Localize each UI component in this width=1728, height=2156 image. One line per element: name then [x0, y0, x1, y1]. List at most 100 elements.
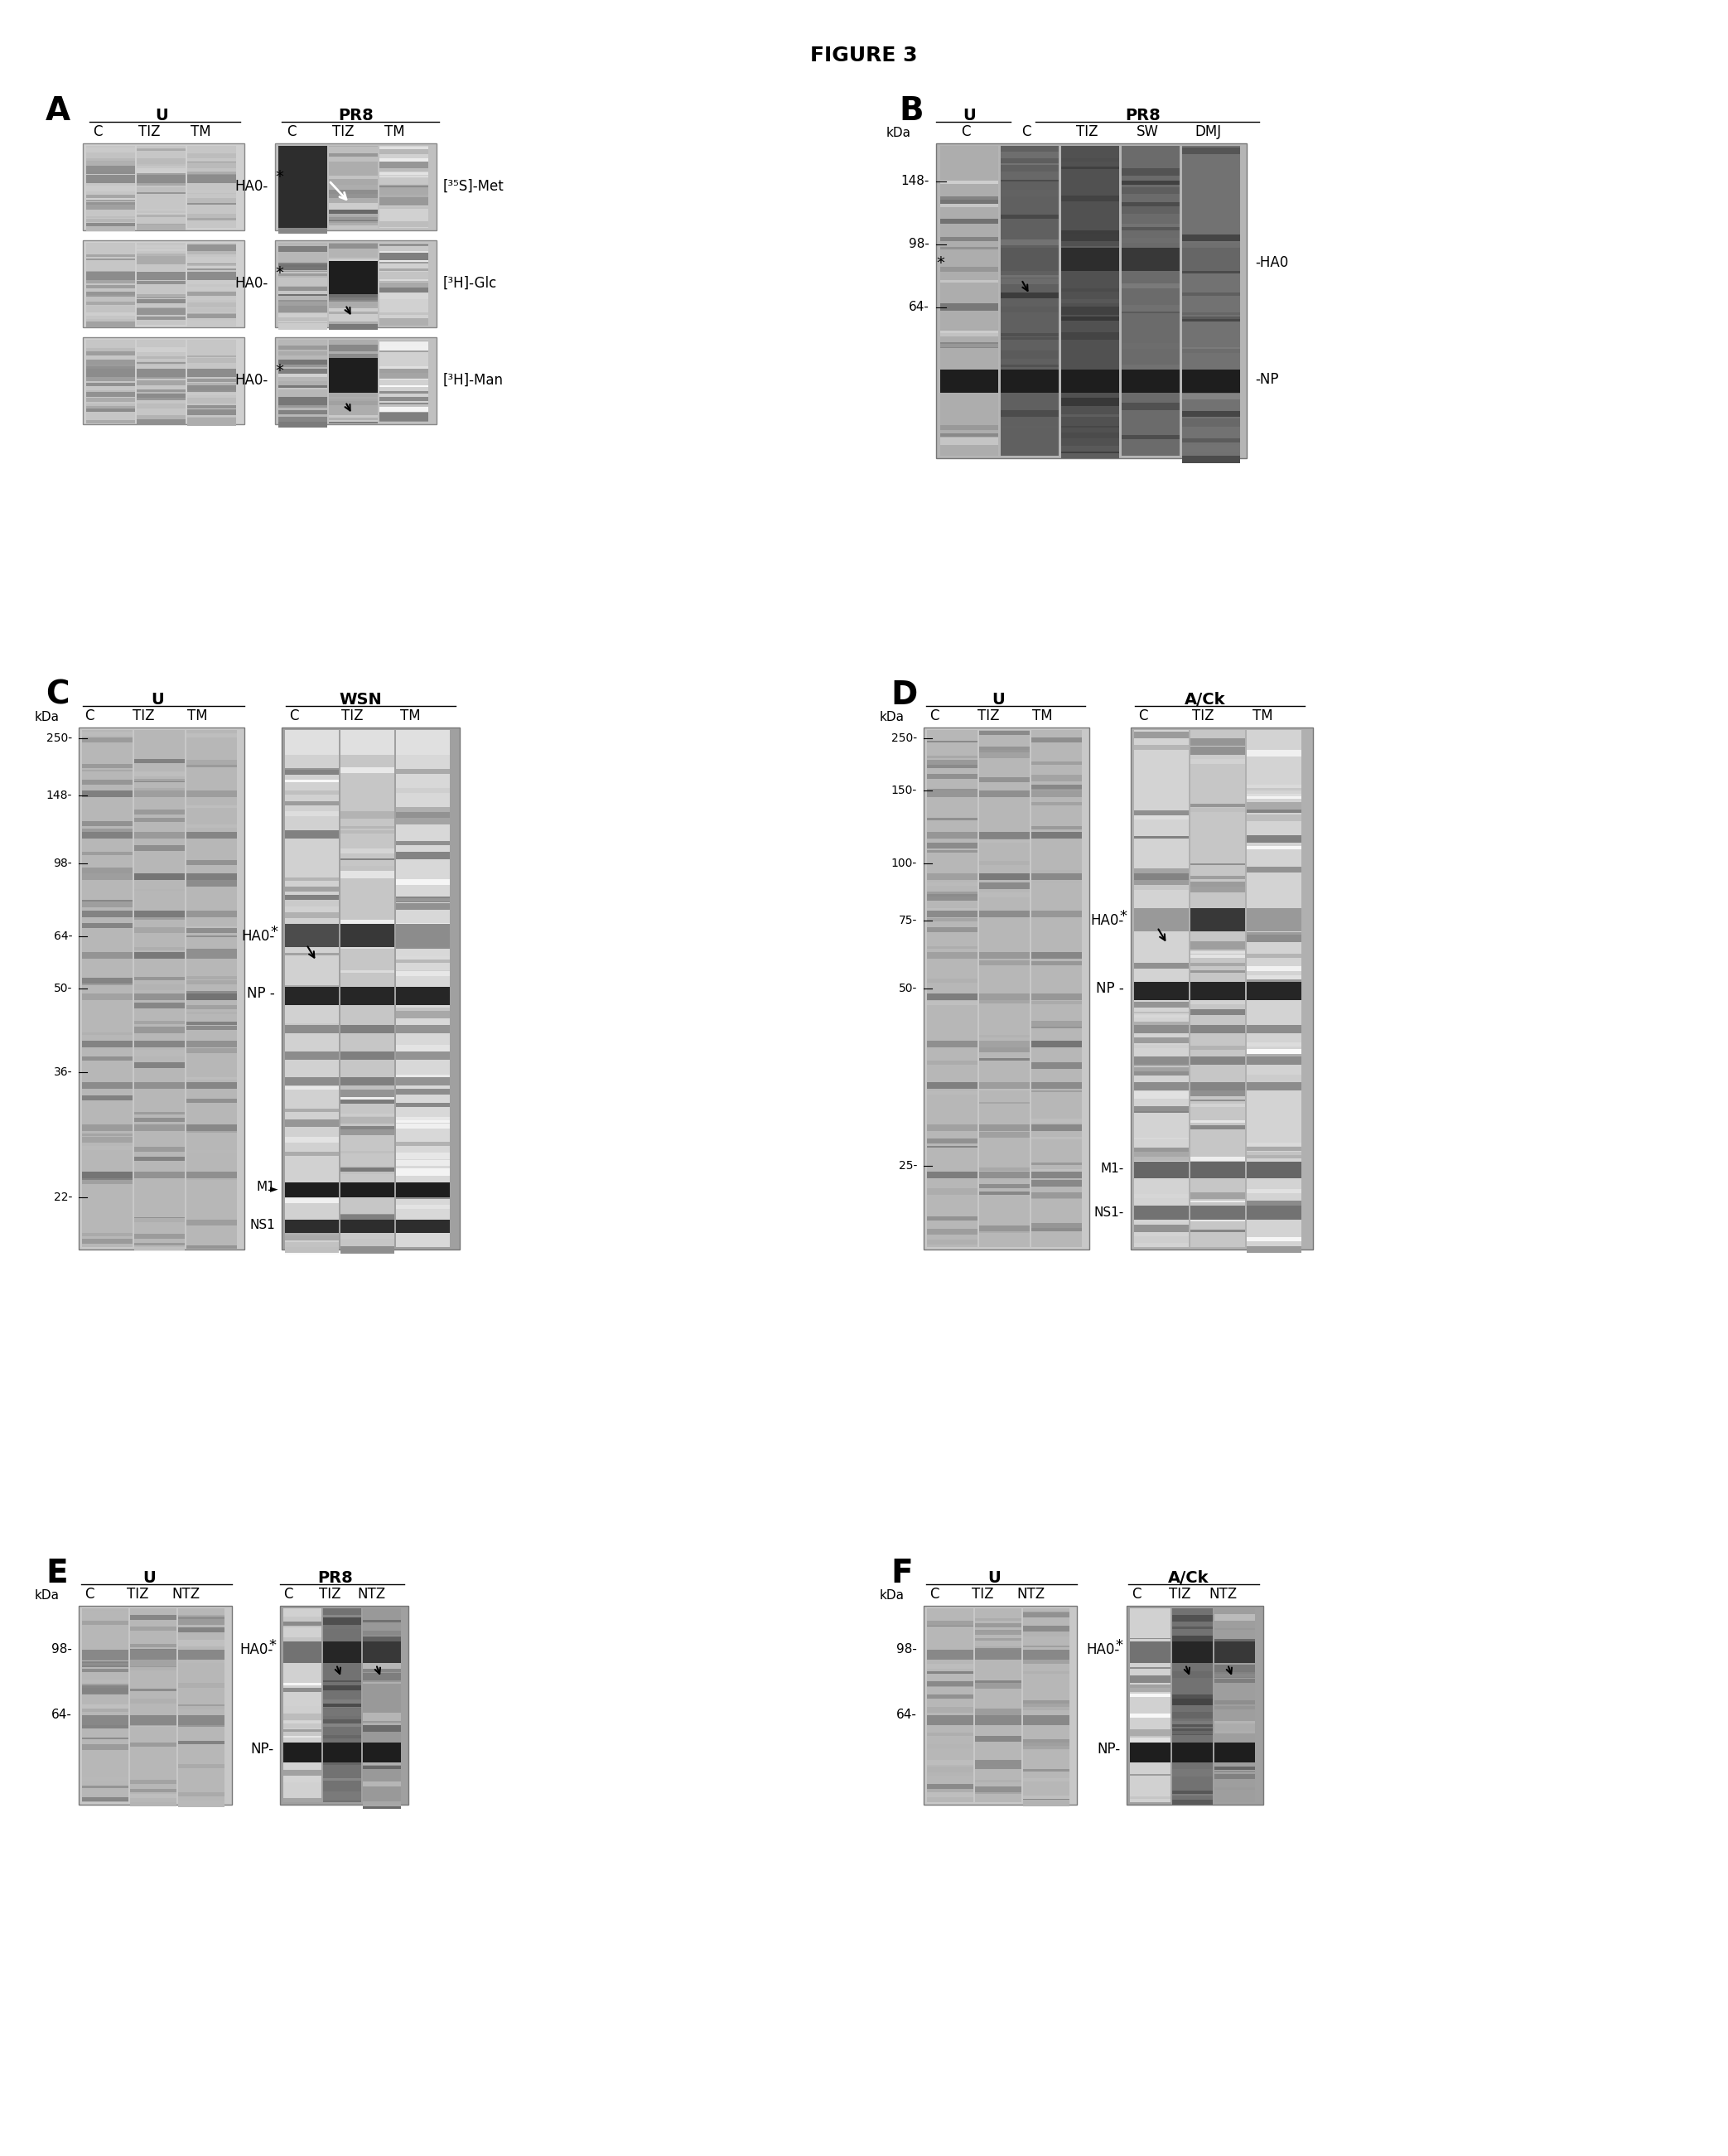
Bar — [86, 196, 135, 201]
Bar — [187, 789, 237, 798]
Bar — [285, 1108, 339, 1112]
Text: *: * — [937, 254, 943, 272]
Bar — [1121, 181, 1180, 185]
Bar — [340, 1166, 394, 1173]
Bar — [380, 267, 429, 272]
Bar — [380, 278, 429, 285]
Bar — [340, 987, 394, 1005]
Bar — [1023, 1703, 1070, 1708]
Bar — [340, 1125, 394, 1132]
Bar — [178, 1649, 225, 1660]
Bar — [328, 190, 378, 194]
Bar — [323, 1686, 361, 1690]
Bar — [1134, 1082, 1189, 1091]
Bar — [340, 1097, 394, 1102]
Bar — [81, 899, 133, 901]
Bar — [340, 1214, 394, 1220]
Bar — [81, 979, 133, 983]
Bar — [396, 1007, 449, 1013]
Bar — [187, 287, 237, 291]
Bar — [1023, 1742, 1070, 1746]
Bar — [1032, 1229, 1082, 1231]
Bar — [187, 181, 237, 185]
Bar — [1246, 1201, 1301, 1205]
Bar — [1001, 293, 1059, 298]
Bar — [1023, 1649, 1070, 1660]
Bar — [1023, 1699, 1070, 1703]
Bar — [926, 1082, 978, 1089]
Bar — [187, 873, 237, 880]
Text: TIZ: TIZ — [318, 1587, 340, 1602]
Bar — [340, 1024, 394, 1033]
Bar — [1032, 789, 1082, 798]
Bar — [1215, 1608, 1255, 1802]
Text: NTZ: NTZ — [1016, 1587, 1045, 1602]
Bar — [1061, 157, 1120, 162]
Text: TM: TM — [1253, 709, 1272, 724]
Bar — [340, 849, 394, 854]
Bar — [81, 1662, 128, 1667]
Bar — [178, 1705, 225, 1708]
Bar — [975, 1710, 1021, 1714]
Bar — [187, 175, 237, 183]
Bar — [1130, 1608, 1170, 1802]
Bar — [135, 1218, 185, 1222]
Bar — [380, 285, 429, 289]
Bar — [1134, 1212, 1189, 1216]
Bar — [1134, 1046, 1189, 1048]
Bar — [323, 1651, 361, 1658]
Bar — [1001, 351, 1059, 360]
Bar — [1182, 347, 1241, 351]
Bar — [280, 1606, 408, 1805]
Bar — [340, 830, 394, 834]
Bar — [926, 1705, 973, 1708]
Bar — [1032, 1022, 1082, 1026]
Bar — [86, 198, 135, 201]
Bar — [980, 882, 1030, 888]
Bar — [83, 142, 244, 231]
Bar — [363, 1677, 401, 1684]
Bar — [1001, 179, 1059, 181]
Bar — [1215, 1680, 1255, 1684]
Bar — [924, 727, 1089, 1250]
Bar — [278, 360, 327, 364]
Bar — [380, 149, 429, 153]
Bar — [380, 147, 429, 153]
Text: *: * — [275, 362, 283, 377]
Bar — [328, 209, 378, 213]
Bar — [86, 147, 135, 153]
Bar — [1023, 1630, 1070, 1636]
Bar — [187, 213, 237, 218]
Bar — [926, 789, 978, 793]
Bar — [278, 246, 327, 252]
Bar — [278, 272, 327, 276]
Bar — [187, 832, 237, 839]
Bar — [1191, 1229, 1246, 1233]
Bar — [1130, 1675, 1170, 1677]
Bar — [1130, 1656, 1170, 1660]
Bar — [137, 224, 185, 231]
Text: -HA0: -HA0 — [1255, 257, 1289, 270]
Bar — [1172, 1742, 1213, 1761]
Bar — [187, 179, 237, 181]
Bar — [285, 780, 339, 783]
Bar — [135, 1147, 185, 1151]
Bar — [1182, 382, 1241, 384]
Bar — [328, 418, 378, 425]
Bar — [363, 1675, 401, 1682]
Bar — [980, 750, 1030, 757]
Bar — [1191, 1214, 1246, 1220]
Bar — [1130, 1675, 1170, 1680]
Bar — [1215, 1699, 1255, 1705]
Bar — [1001, 369, 1059, 392]
Bar — [1001, 373, 1059, 379]
Bar — [1182, 147, 1241, 155]
Bar — [328, 218, 378, 224]
Bar — [137, 172, 185, 179]
Bar — [86, 254, 135, 257]
Bar — [328, 360, 378, 367]
Bar — [86, 254, 135, 259]
Bar — [187, 265, 237, 270]
Bar — [1182, 248, 1241, 272]
Bar — [1172, 1695, 1213, 1699]
